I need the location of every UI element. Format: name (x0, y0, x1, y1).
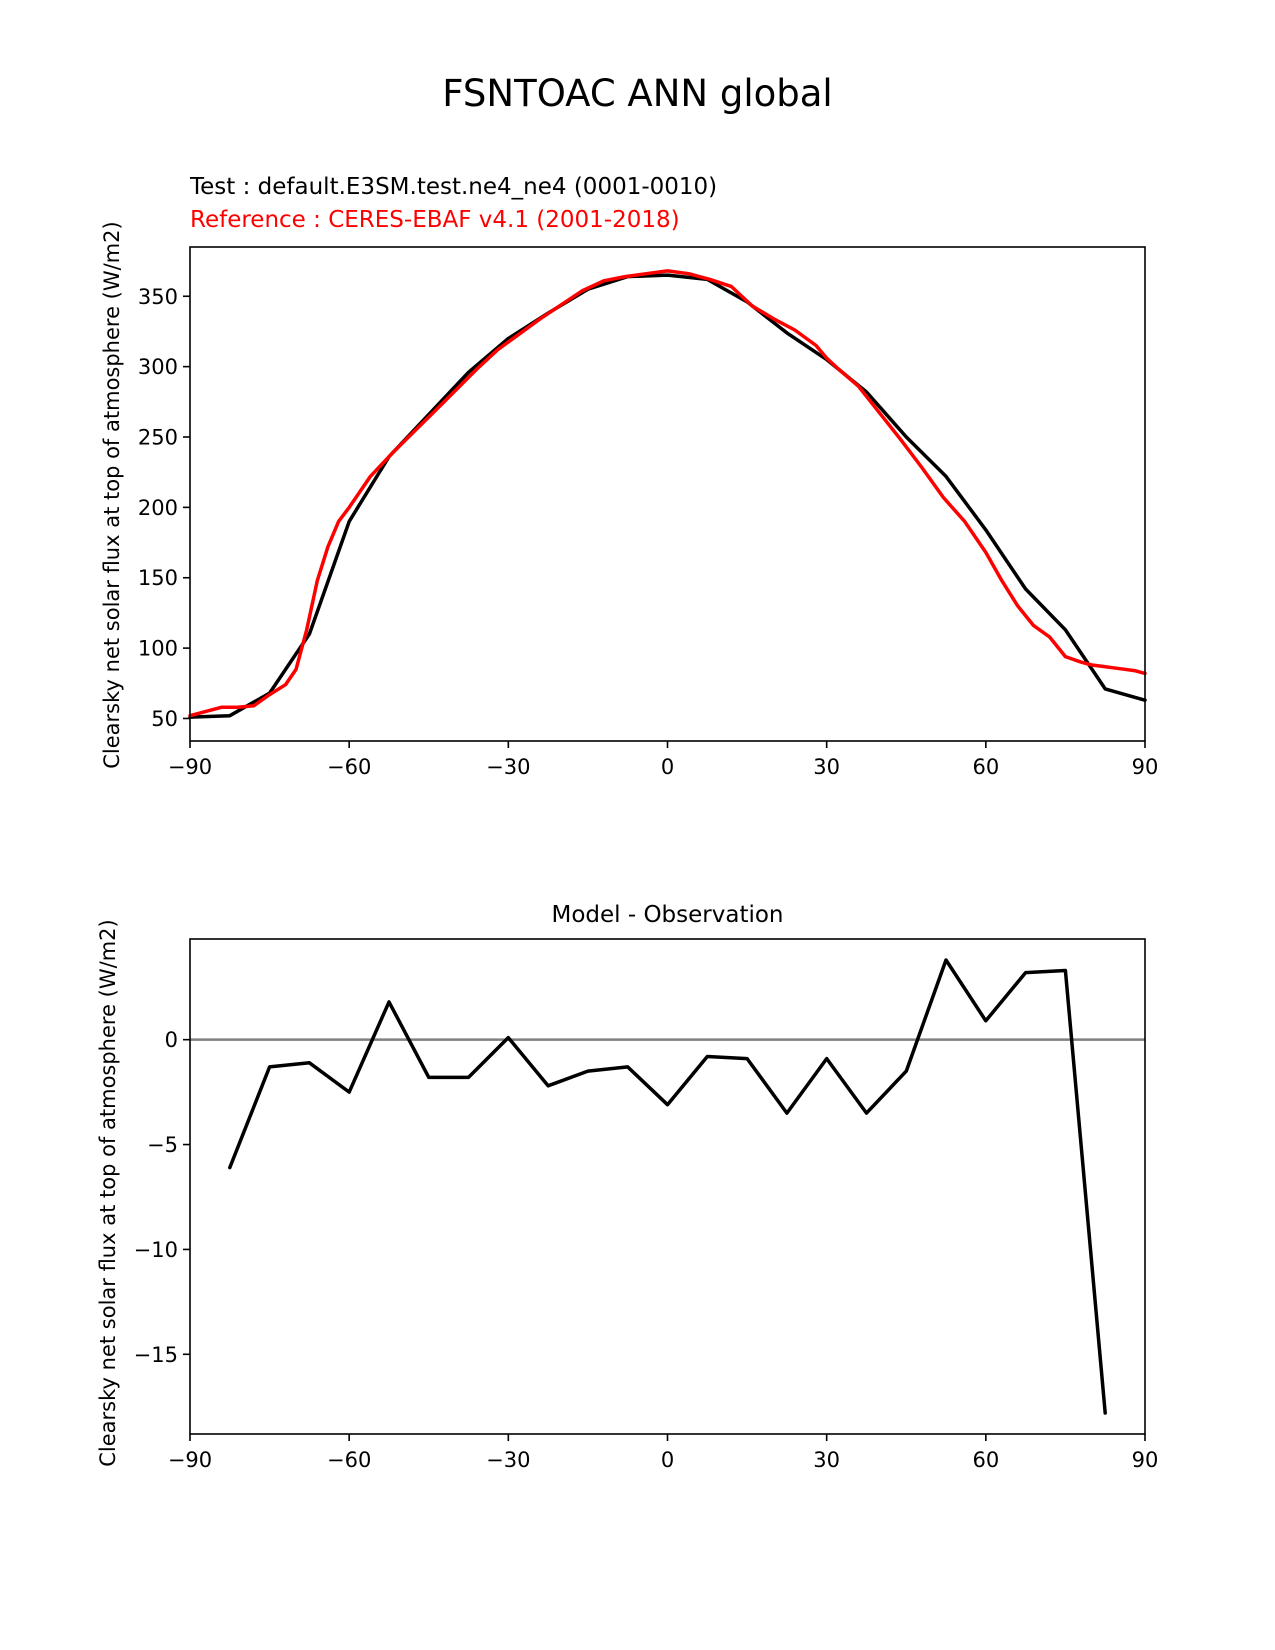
y-tick-label: −5 (147, 1133, 178, 1157)
y-tick-label: 200 (138, 496, 178, 520)
y-tick-label: 100 (138, 637, 178, 661)
y-tick-label: 250 (138, 426, 178, 450)
x-tick-label: 0 (661, 1448, 674, 1472)
axes-frame (189, 246, 1146, 742)
top-line-plot: −90 −60 −30 0 30 60 90 50 100 150 200 250 300 350 (138, 246, 1159, 779)
reference-series-line (188, 269, 1147, 718)
x-tick-label: 60 (972, 1448, 999, 1472)
x-tick-label: −60 (327, 1448, 371, 1472)
x-tick-label: −60 (327, 755, 371, 779)
y-tick-label: −15 (134, 1343, 178, 1367)
x-tick-label: 0 (661, 755, 674, 779)
axes-frame (189, 938, 1146, 1435)
figure-title: FSNTOAC ANN global (442, 72, 833, 115)
x-tick-label: −90 (168, 755, 212, 779)
y-tick-label: 0 (165, 1028, 178, 1052)
x-tick-label: −30 (486, 1448, 530, 1472)
y-tick-label: −10 (134, 1238, 178, 1262)
y-tick-label: 350 (138, 285, 178, 309)
y-tick-label: 50 (151, 707, 178, 731)
x-tick-label: 30 (813, 755, 840, 779)
x-tick-label: 90 (1132, 755, 1159, 779)
x-tick-label: 30 (813, 1448, 840, 1472)
x-tick-label: 90 (1132, 1448, 1159, 1472)
diff-line-plot: −90 −60 −30 0 30 60 90 −15 −10 −5 0 (134, 938, 1159, 1472)
test-series-line (188, 273, 1147, 719)
x-tick-label: −90 (168, 1448, 212, 1472)
y-tick-label: 300 (138, 355, 178, 379)
diff-plot-title: Model - Observation (551, 902, 784, 928)
x-tick-label: −30 (486, 755, 530, 779)
difference-series-line (228, 958, 1107, 1415)
y-tick-label: 150 (138, 566, 178, 590)
x-tick-label: 60 (972, 755, 999, 779)
test-label: Test : default.E3SM.test.ne4_ne4 (0001-0… (190, 174, 718, 200)
reference-label: Reference : CERES-EBAF v4.1 (2001-2018) (190, 207, 680, 233)
